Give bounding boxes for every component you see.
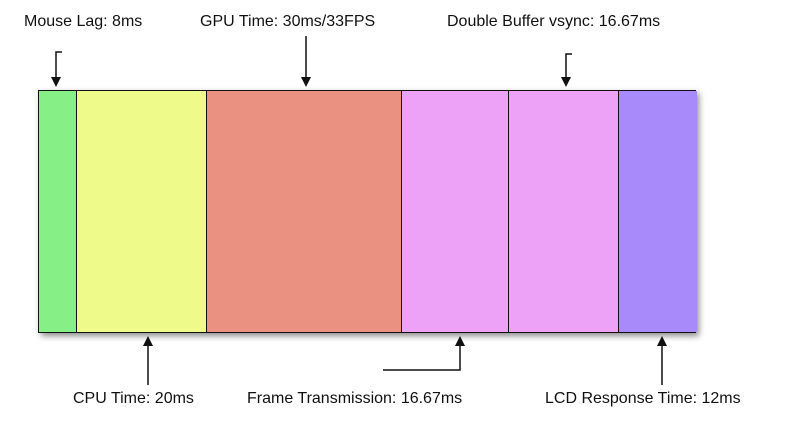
segment-gpu-time — [207, 91, 402, 332]
segment-cpu-time — [77, 91, 207, 332]
segment-lcd-response — [619, 91, 697, 332]
cpu-time-label: CPU Time: 20ms — [73, 390, 194, 407]
mouse-lag-label: Mouse Lag: 8ms — [24, 13, 143, 30]
lcd-response-label: LCD Response Time: 12ms — [545, 390, 741, 407]
latency-bar — [38, 90, 697, 333]
gpu-time-label: GPU Time: 30ms/33FPS — [200, 13, 376, 30]
mouse-lag-arrow — [51, 51, 62, 87]
segment-double-buffer — [509, 91, 619, 332]
frame-transmission-label: Frame Transmission: 16.67ms — [247, 390, 463, 407]
frame-transmission-arrow — [383, 336, 465, 371]
segment-frame-transmission — [402, 91, 509, 332]
double-buffer-arrow — [561, 53, 572, 87]
double-buffer-label: Double Buffer vsync: 16.67ms — [447, 13, 661, 30]
segment-mouse-lag — [39, 91, 77, 332]
